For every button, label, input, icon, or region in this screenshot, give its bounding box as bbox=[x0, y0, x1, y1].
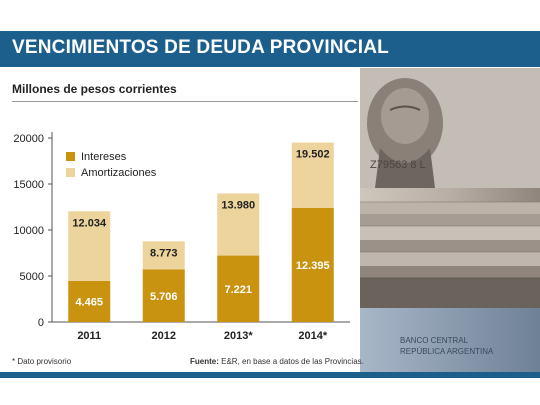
header-bar: VENCIMIENTOS DE DEUDA PROVINCIAL bbox=[0, 31, 540, 67]
y-tick-label: 5000 bbox=[20, 271, 44, 283]
data-label-intereses: 7.221 bbox=[224, 284, 252, 296]
stacked-bar-chart: 20000 15000 10000 5000 0 2011 2012 2013* 2014* 4… bbox=[13, 132, 350, 342]
svg-text:Z79563 8 L: Z79563 8 L bbox=[370, 159, 426, 171]
footnote: * Dato provisorio bbox=[12, 357, 72, 366]
legend: Intereses Amortizaciones bbox=[66, 151, 157, 179]
y-tick-label: 15000 bbox=[13, 179, 44, 191]
data-label-intereses: 4.465 bbox=[75, 296, 103, 308]
bar-amortizaciones bbox=[217, 193, 260, 256]
banknotes-photo: Z79563 8 L BANCO CENTRAL REPÚBLICA ARGEN… bbox=[360, 68, 540, 372]
data-label-intereses: 5.706 bbox=[150, 291, 178, 303]
chart-subtitle: Millones de pesos corrientes bbox=[12, 82, 177, 96]
data-label-amortizaciones: 13.980 bbox=[221, 199, 255, 211]
bar-intereses bbox=[291, 207, 334, 322]
bar-amortizaciones bbox=[291, 142, 334, 208]
bottom-bar bbox=[0, 372, 540, 378]
x-tick-label: 2014* bbox=[298, 330, 327, 342]
x-tick-label: 2013* bbox=[224, 330, 253, 342]
y-tick-label: 10000 bbox=[13, 225, 44, 237]
bar-intereses bbox=[68, 280, 111, 322]
page-title: VENCIMIENTOS DE DEUDA PROVINCIAL bbox=[12, 37, 389, 58]
divider bbox=[12, 101, 358, 102]
data-label-intereses: 12.395 bbox=[296, 260, 330, 272]
bar-intereses bbox=[217, 255, 260, 322]
legend-swatch-amortizaciones bbox=[66, 168, 75, 177]
svg-text:BANCO CENTRAL: BANCO CENTRAL bbox=[400, 336, 469, 345]
svg-text:REPÚBLICA ARGENTINA: REPÚBLICA ARGENTINA bbox=[400, 347, 494, 356]
bar-amortizaciones bbox=[142, 241, 185, 270]
legend-label-intereses: Intereses bbox=[81, 151, 127, 163]
legend-label-amortizaciones: Amortizaciones bbox=[81, 167, 157, 179]
legend-swatch-intereses bbox=[66, 152, 75, 161]
data-label-amortizaciones: 8.773 bbox=[150, 247, 178, 259]
x-tick-label: 2012 bbox=[152, 330, 176, 342]
y-tick-label: 20000 bbox=[13, 133, 44, 145]
data-label-amortizaciones: 12.034 bbox=[72, 217, 107, 229]
data-label-amortizaciones: 19.502 bbox=[296, 149, 330, 161]
source: Fuente: E&R, en base a datos de las Prov… bbox=[190, 357, 364, 366]
bar-intereses bbox=[142, 269, 185, 322]
bar-amortizaciones bbox=[68, 211, 111, 281]
y-tick-label: 0 bbox=[38, 317, 44, 329]
x-tick-label: 2011 bbox=[77, 330, 101, 342]
source-label: Fuente: bbox=[190, 357, 219, 366]
source-text: E&R, en base a datos de las Provincias. bbox=[221, 357, 364, 366]
bars: 4.465 12.034 5.706 8.773 7.221 13.980 12.395 19… bbox=[68, 142, 334, 322]
